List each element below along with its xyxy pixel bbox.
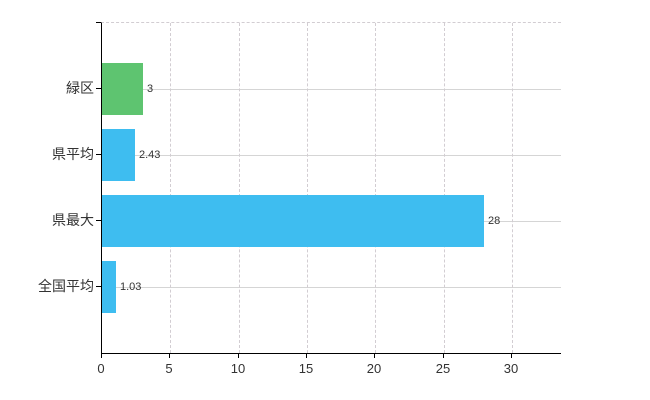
x-tick-label: 30 [503,361,519,376]
gridline-vertical [375,23,376,353]
bar-2 [102,129,135,181]
gridline-vertical [307,23,308,353]
bar-4 [102,261,116,313]
bar-1 [102,63,143,115]
x-tick-label: 15 [298,361,314,376]
x-tick-label: 25 [435,361,451,376]
category-label: 県最大 [52,212,94,228]
x-tick-label: 5 [165,361,173,376]
bar-value-label: 2.43 [139,149,161,161]
gridline-horizontal [102,155,561,156]
gridline-vertical [239,23,240,353]
y-axis-tick [96,220,101,221]
x-axis-tick [238,353,239,358]
bar-value-label: 1.03 [120,281,142,293]
y-axis-tick [96,88,101,89]
gridline-vertical [170,23,171,353]
bar-3 [102,195,484,247]
x-tick-label: 10 [230,361,246,376]
plot-area: 3 2.43 28 1.03 [101,22,561,354]
x-axis-tick [374,353,375,358]
gridline-horizontal [102,89,561,90]
category-label: 全国平均 [38,278,94,294]
x-tick-label: 20 [366,361,382,376]
x-axis-tick [511,353,512,358]
x-axis-tick [169,353,170,358]
x-axis-tick [443,353,444,358]
bar-value-label: 3 [147,83,154,95]
y-axis-end-tick [96,22,101,23]
category-label: 県平均 [52,146,94,162]
x-axis-tick [101,353,102,358]
category-label: 緑区 [66,80,94,96]
bar-value-label: 28 [488,215,501,227]
gridline-horizontal [102,287,561,288]
y-axis-tick [96,286,101,287]
x-axis-tick [306,353,307,358]
y-axis-tick [96,154,101,155]
x-tick-label: 0 [97,361,105,376]
gridline-vertical [444,23,445,353]
gridline-vertical [512,23,513,353]
